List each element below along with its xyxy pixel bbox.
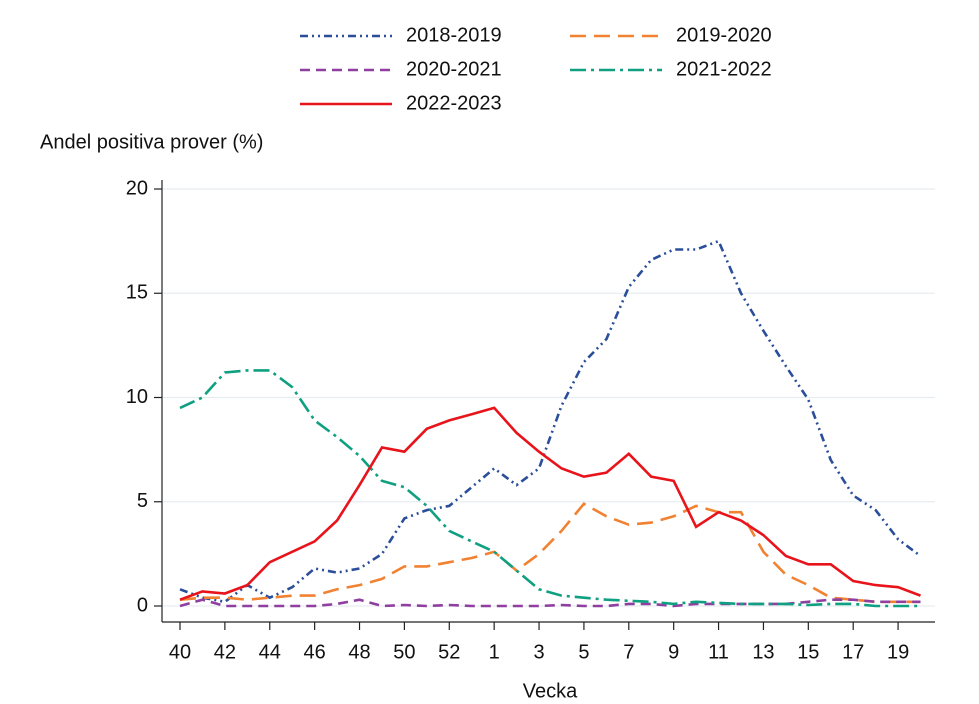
legend-label: 2020-2021 [406,58,502,80]
x-tick-label: 48 [348,641,370,663]
legend-label: 2021-2022 [676,58,772,80]
x-axis-label: Vecka [523,680,578,702]
series-line [179,239,922,604]
legend-label: 2018-2019 [406,24,502,46]
series-line [179,502,921,604]
x-tick-label: 46 [304,641,326,663]
y-tick-label: 10 [126,386,148,408]
x-tick-label: 7 [623,641,634,663]
x-tick-label: 44 [259,641,281,663]
x-tick-label: 15 [797,641,819,663]
x-tick-label: 50 [393,641,415,663]
y-tick-label: 20 [126,177,148,199]
y-tick-label: 0 [137,594,148,616]
x-tick-label: 42 [214,641,236,663]
x-tick-label: 11 [708,641,729,663]
series-line [179,598,921,608]
x-tick-label: 13 [752,641,774,663]
x-tick-label: 52 [438,641,460,663]
x-tick-label: 17 [842,641,864,663]
legend-label: 2019-2020 [676,24,772,46]
x-tick-label: 5 [578,641,589,663]
x-tick-label: 9 [668,641,679,663]
y-axis-label: Andel positiva prover (%) [40,131,263,153]
series-line [179,406,921,601]
legend-label: 2022-2023 [406,92,502,114]
x-tick-label: 1 [489,641,500,663]
series-line [179,369,921,608]
x-tick-label: 3 [533,641,544,663]
y-tick-label: 15 [126,282,148,304]
x-tick-label: 19 [887,641,909,663]
y-tick-label: 5 [137,490,148,512]
x-tick-label: 40 [169,641,191,663]
